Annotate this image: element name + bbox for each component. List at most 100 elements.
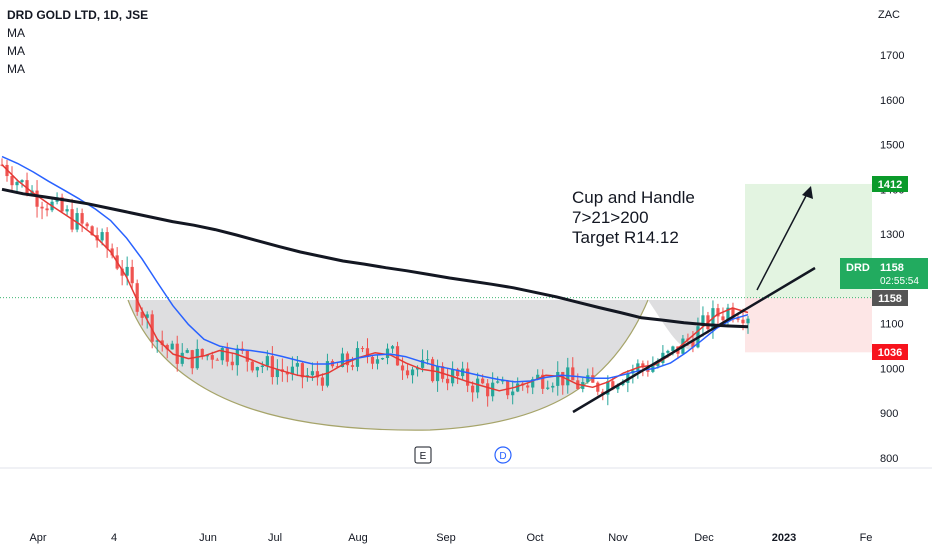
candle-body bbox=[230, 361, 234, 366]
candle-body bbox=[80, 213, 84, 224]
annotation-line-3: Target R14.12 bbox=[572, 228, 679, 247]
dividend-marker-label: D bbox=[499, 451, 506, 462]
candle-body bbox=[611, 381, 615, 390]
currency-label: ZAC bbox=[878, 9, 900, 21]
candle-body bbox=[340, 353, 345, 368]
candle-body bbox=[40, 206, 44, 209]
candle-body bbox=[35, 190, 39, 207]
candle-body bbox=[380, 358, 385, 360]
candle-body bbox=[265, 356, 269, 366]
candle-body bbox=[656, 362, 660, 367]
candle-body bbox=[526, 385, 530, 388]
candle-body bbox=[345, 353, 350, 366]
candle-body bbox=[516, 383, 520, 392]
candle-body bbox=[225, 348, 229, 362]
ma-fast-line bbox=[1, 164, 749, 392]
candle-body bbox=[190, 350, 194, 369]
cup-pattern bbox=[128, 300, 648, 431]
x-tick-label: Nov bbox=[608, 532, 628, 544]
target-arrow bbox=[756, 191, 809, 291]
target-price-label: 1412 bbox=[878, 179, 902, 191]
candle-body bbox=[731, 307, 735, 319]
legend-ma-2[interactable]: MA bbox=[7, 44, 25, 58]
candle-body bbox=[175, 343, 179, 364]
candle-body bbox=[270, 356, 274, 378]
candle-body bbox=[170, 343, 174, 350]
candle-body bbox=[571, 367, 575, 381]
candle-body bbox=[370, 356, 375, 364]
candle-body bbox=[360, 348, 365, 350]
y-tick-label: 1500 bbox=[880, 140, 904, 152]
candle-body bbox=[75, 213, 79, 230]
candle-body bbox=[205, 355, 209, 357]
handle-area bbox=[648, 300, 700, 350]
candle-body bbox=[375, 359, 380, 364]
ma-mid-line bbox=[1, 155, 749, 383]
y-tick-label: 1100 bbox=[880, 319, 904, 331]
x-tick-label: Aug bbox=[348, 532, 368, 544]
candle-body bbox=[285, 371, 289, 375]
candle-body bbox=[531, 379, 535, 388]
candle-body bbox=[405, 370, 410, 376]
candle-body bbox=[320, 377, 325, 386]
candle-body bbox=[160, 340, 164, 345]
candle-body bbox=[275, 369, 279, 378]
candle-body bbox=[200, 348, 204, 357]
level-price-tag: 1158 bbox=[872, 290, 908, 306]
candle-body bbox=[290, 366, 294, 375]
candle-body bbox=[260, 365, 264, 368]
chart-legend: DRD GOLD LTD, 1D, JSE MA MA MA bbox=[7, 6, 148, 78]
candle-body bbox=[130, 266, 134, 284]
candle-body bbox=[315, 371, 320, 378]
candle-body bbox=[501, 380, 505, 382]
candle-body bbox=[606, 381, 610, 395]
candle-body bbox=[445, 378, 450, 384]
earnings-marker[interactable]: E bbox=[414, 446, 432, 464]
x-tick-label: Sep bbox=[436, 532, 456, 544]
candle-body bbox=[425, 359, 430, 361]
legend-ma-1[interactable]: MA bbox=[7, 26, 25, 40]
x-tick-label: Apr bbox=[29, 532, 46, 544]
candle-body bbox=[476, 378, 480, 393]
candle-body bbox=[100, 232, 104, 241]
candle-body bbox=[120, 268, 124, 276]
trend-line bbox=[572, 266, 816, 414]
candle-body bbox=[105, 232, 109, 249]
candle-body bbox=[180, 352, 184, 364]
y-tick-label: 1300 bbox=[880, 229, 904, 241]
candle-body bbox=[616, 385, 620, 390]
y-tick-label: 800 bbox=[880, 453, 898, 465]
candle-body bbox=[350, 365, 355, 367]
x-tick-label: Jun bbox=[199, 532, 217, 544]
candle-body bbox=[415, 367, 420, 370]
candle-body bbox=[220, 348, 224, 361]
candle-body bbox=[721, 316, 725, 321]
y-tick-label: 1000 bbox=[880, 363, 904, 375]
candle-body bbox=[335, 366, 340, 368]
candle-body bbox=[125, 266, 129, 276]
candle-body bbox=[310, 371, 315, 376]
candle-body bbox=[10, 176, 14, 186]
candle-body bbox=[596, 382, 600, 392]
x-tick-label: Fe bbox=[860, 532, 873, 544]
candle-body bbox=[295, 363, 299, 367]
candle-body bbox=[410, 369, 415, 376]
candle-body bbox=[85, 223, 89, 227]
candle-body bbox=[506, 380, 510, 396]
candle-body bbox=[435, 366, 440, 382]
candle-body bbox=[255, 367, 259, 371]
candle-body bbox=[90, 226, 94, 236]
candle-body bbox=[390, 346, 395, 349]
legend-ma-3[interactable]: MA bbox=[7, 62, 25, 76]
ma-slow-line bbox=[1, 187, 749, 329]
y-tick-label: 1600 bbox=[880, 95, 904, 107]
candle-body bbox=[551, 385, 555, 388]
candle-body bbox=[691, 339, 695, 348]
candle-body bbox=[400, 365, 405, 371]
candle-body bbox=[250, 361, 254, 371]
x-tick-label: 4 bbox=[111, 532, 117, 544]
x-tick-label: 2023 bbox=[772, 532, 796, 544]
dividend-marker[interactable]: D bbox=[494, 446, 512, 464]
candle-body bbox=[145, 314, 149, 318]
